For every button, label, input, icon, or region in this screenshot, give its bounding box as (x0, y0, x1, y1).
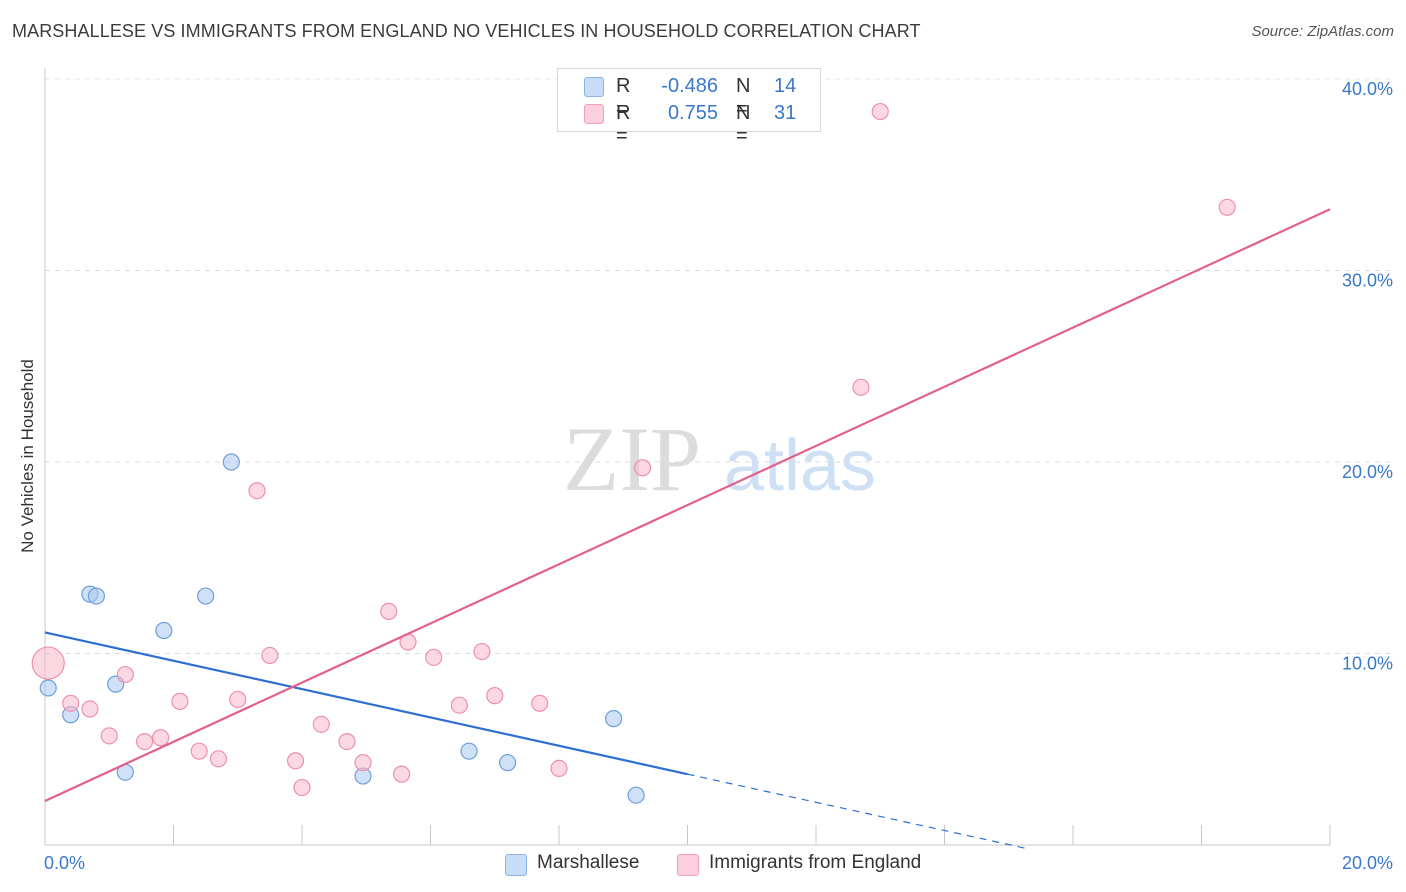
legend-r-label: R = (616, 75, 631, 120)
source-label: Source: ZipAtlas.com (1251, 23, 1394, 40)
data-point (171, 692, 189, 710)
y-tick-label: 10.0% (1342, 654, 1393, 674)
trend-line (44, 631, 688, 776)
chart-title: MARSHALLESE VS IMMIGRANTS FROM ENGLAND N… (12, 21, 921, 41)
data-point (460, 742, 478, 760)
legend-swatch-marshallese (584, 77, 604, 97)
data-point (380, 602, 398, 620)
data-point (338, 732, 356, 751)
legend-n-value: 14 (774, 75, 797, 97)
data-point (450, 696, 469, 714)
data-point (209, 750, 228, 768)
data-point (229, 690, 247, 709)
tick-labels: 10.0% 20.0% 30.0% 40.0% 0.0% 20.0% (44, 79, 1393, 873)
data-point (197, 587, 215, 605)
y-tick-label: 40.0% (1342, 79, 1393, 99)
x-tick-label: 20.0% (1342, 853, 1393, 873)
legend-n-label: N = (736, 75, 751, 120)
data-point (550, 759, 568, 778)
data-point (62, 694, 80, 712)
data-point (100, 727, 118, 745)
x-tick-label: 0.0% (44, 853, 85, 873)
data-points (31, 102, 1236, 804)
trend-line (44, 208, 1331, 802)
trend-lines (44, 208, 1331, 850)
data-point (152, 729, 170, 747)
watermark-zip: ZIP (563, 408, 701, 510)
data-point (81, 700, 99, 718)
data-point (116, 665, 134, 684)
legend-swatch-immigrants-england (677, 854, 699, 876)
data-point (871, 102, 889, 121)
trend-line-extension (687, 773, 1029, 850)
series-legend: Marshallese Immigrants from England (0, 852, 1406, 878)
legend-n-label: N = (736, 102, 751, 147)
data-point (1218, 198, 1236, 216)
data-point (222, 453, 240, 471)
legend-r-value: 0.755 (667, 102, 718, 124)
data-point (293, 778, 311, 797)
data-point (286, 752, 305, 770)
data-point (87, 587, 106, 605)
data-point (392, 765, 411, 783)
data-point (627, 786, 645, 804)
data-point (248, 482, 266, 500)
legend-r-value: -0.486 (661, 75, 718, 97)
data-point (486, 687, 504, 705)
stats-legend: R = -0.486 N = 14 R = 0.755 N = 31 (557, 68, 821, 147)
legend-swatch-immigrants-england (584, 104, 604, 124)
data-point (31, 646, 65, 680)
data-point (155, 621, 173, 640)
data-point (261, 646, 279, 665)
data-point (135, 732, 154, 751)
watermark: ZIP atlas (563, 408, 876, 510)
gridlines (45, 78, 1395, 654)
legend-r-label: R = (616, 102, 631, 147)
data-point (633, 459, 652, 477)
axes (44, 68, 1331, 846)
y-tick-label: 20.0% (1342, 462, 1393, 482)
data-point (531, 694, 549, 712)
legend-label-marshallese: Marshallese (537, 852, 640, 873)
data-point (852, 378, 870, 396)
data-point (473, 642, 491, 661)
watermark-atlas: atlas (724, 426, 876, 506)
legend-swatch-marshallese (505, 854, 527, 876)
data-point (312, 715, 330, 733)
data-point (354, 754, 372, 772)
data-point (605, 710, 623, 728)
data-point (190, 742, 208, 760)
data-point (499, 754, 517, 772)
y-tick-label: 30.0% (1342, 271, 1393, 291)
data-point (425, 648, 443, 666)
data-point (39, 679, 57, 697)
legend-n-value: 31 (774, 102, 797, 124)
legend-label-immigrants-england: Immigrants from England (709, 852, 922, 873)
